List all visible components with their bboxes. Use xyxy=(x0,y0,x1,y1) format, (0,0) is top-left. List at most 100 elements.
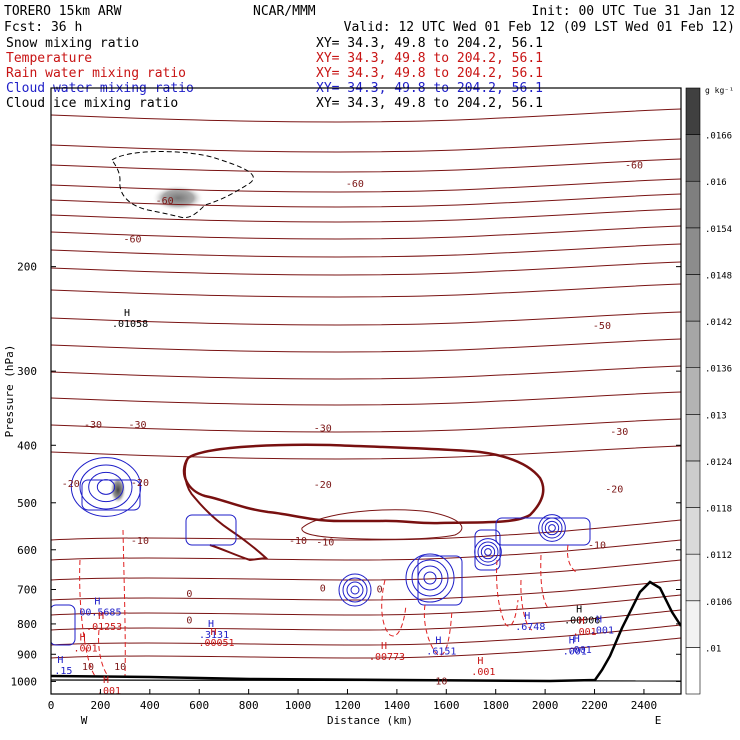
x-tick-label: 1800 xyxy=(482,699,509,712)
temperature-contour-label: -20 xyxy=(314,480,332,491)
rain-water-contour xyxy=(122,529,126,677)
temperature-contour-line-low xyxy=(51,637,681,659)
legend-xy-1: XY= 34.3, 49.8 to 204.2, 56.1 xyxy=(316,51,543,66)
x-tick-label: 1000 xyxy=(285,699,312,712)
colorbar-swatch xyxy=(685,87,701,135)
init-time: Init: 00 UTC Tue 31 Jan 12 xyxy=(532,4,736,19)
temperature-contour-line xyxy=(51,108,681,123)
forecast-hour: Fcst: 36 h xyxy=(4,20,82,35)
terrain-profile xyxy=(51,580,681,683)
temperature-contour-line xyxy=(51,243,681,258)
temperature-contour-line-low xyxy=(51,579,681,601)
colorbar-tick-label: .01 xyxy=(705,644,721,654)
maximum-marker: H xyxy=(524,611,530,622)
maximum-marker: H xyxy=(57,655,63,666)
colorbar-swatch xyxy=(685,274,701,322)
colorbar-swatch xyxy=(685,367,701,415)
maximum-value-label: .001 xyxy=(573,627,597,638)
colorbar-swatch xyxy=(685,414,701,462)
maximum-value-label: .3131 xyxy=(199,630,229,641)
temperature-contour-line-low xyxy=(51,609,681,631)
y-tick-label: 1000 xyxy=(11,675,38,688)
maximum-value-label: .6151 xyxy=(426,646,456,657)
temperature-contour-line xyxy=(51,208,681,223)
plot-area xyxy=(51,108,681,683)
temperature-contour-line xyxy=(51,418,681,433)
y-tick-label: 300 xyxy=(17,365,37,378)
temperature-contour-label: -30 xyxy=(128,420,146,431)
cloud-water-contour xyxy=(484,548,492,556)
field-legend: Snow mixing ratio XY= 34.3, 49.8 to 204.2… xyxy=(6,36,543,111)
legend-xy-0: XY= 34.3, 49.8 to 204.2, 56.1 xyxy=(316,36,543,51)
colorbar-swatch xyxy=(685,460,701,508)
rain-water-contour xyxy=(79,559,96,677)
cloud-water-contour xyxy=(338,573,372,607)
temperature-contour-line xyxy=(51,225,681,240)
center-title: NCAR/MMM xyxy=(253,4,316,19)
y-tick-label: 600 xyxy=(17,544,37,557)
maximum-value-label: .01253 xyxy=(86,622,122,633)
cloud-water-contour-box xyxy=(417,555,463,606)
maximum-marker: H xyxy=(596,614,602,625)
rain-water-contour xyxy=(423,604,453,656)
x-tick-label: 800 xyxy=(239,699,259,712)
colorbar-units: g kg⁻¹ xyxy=(705,86,734,95)
rain-water-contour xyxy=(540,554,549,609)
rain-water-contour xyxy=(496,559,519,627)
cloud-water-contour xyxy=(342,577,368,603)
cloud-water-contours xyxy=(51,457,591,646)
maximum-marker: H xyxy=(435,635,441,646)
cloud-water-contour-box xyxy=(185,514,237,546)
temperature-contour-line xyxy=(51,283,681,298)
maximum-marker: H xyxy=(94,596,100,607)
temperature-contour-label: 0 xyxy=(320,583,326,594)
temperature-contour-label: -20 xyxy=(131,478,149,489)
legend-field-1: Temperature xyxy=(6,51,92,66)
x-tick-label: 1600 xyxy=(433,699,460,712)
maximum-marker: H xyxy=(477,656,483,667)
temperature-contour-label: -60 xyxy=(346,179,364,190)
x-tick-label: 0 xyxy=(48,699,55,712)
colorbar-swatch xyxy=(685,507,701,555)
temperature-closed-contour xyxy=(301,509,463,540)
temperature-contour-line xyxy=(51,193,681,208)
cloud-water-contour xyxy=(405,553,455,603)
temperature-contour-label: -10 xyxy=(131,536,149,547)
rain-water-contour xyxy=(381,579,407,637)
maximum-value-label: .001 xyxy=(74,643,98,654)
x-tick-label: 400 xyxy=(140,699,160,712)
colorbar-swatch xyxy=(685,134,701,182)
colorbar-tick-label: .0112 xyxy=(705,551,732,561)
temperature-contour-label: -10 xyxy=(289,536,307,547)
temperature-contours xyxy=(51,108,681,659)
valid-time: Valid: 12 UTC Wed 01 Feb 12 (09 LST Wed … xyxy=(344,20,735,35)
zero-isotherm xyxy=(182,443,545,525)
zero-isotherm-lower xyxy=(183,457,269,562)
x-right-label: E xyxy=(655,714,662,727)
maximum-value-label: .00773 xyxy=(369,652,405,663)
maximum-marker: H xyxy=(381,641,387,652)
cloud-water-contour xyxy=(544,520,560,536)
rain-water-contours xyxy=(79,529,577,677)
x-tick-label: 200 xyxy=(90,699,110,712)
legend-xy-2: XY= 34.3, 49.8 to 204.2, 56.1 xyxy=(316,66,543,81)
cloud-water-contour-box xyxy=(474,529,501,571)
cloud-water-contour xyxy=(70,457,142,517)
temperature-contour-label: -30 xyxy=(314,424,332,435)
cloud-water-contour xyxy=(548,524,556,532)
colorbar-swatch xyxy=(685,227,701,275)
cloud-water-contour-box xyxy=(81,479,141,511)
y-tick-label: 200 xyxy=(17,261,37,274)
temperature-contour-label: 0 xyxy=(186,616,192,627)
cloud-ice-contour-label: -60 xyxy=(123,234,141,245)
maximum-value-label: .00051 xyxy=(198,638,234,649)
temperature-contour-label: -60 xyxy=(156,196,174,207)
maximum-value-label: 00.5685 xyxy=(79,607,121,618)
temperature-contour-label: -10 xyxy=(316,537,334,548)
cloud-water-contour-box xyxy=(495,517,591,546)
y-tick-label: 400 xyxy=(17,439,37,452)
temperature-contour-label: -20 xyxy=(62,479,80,490)
cloud-ice-contour xyxy=(111,151,254,219)
cloud-water-contour xyxy=(480,544,496,560)
